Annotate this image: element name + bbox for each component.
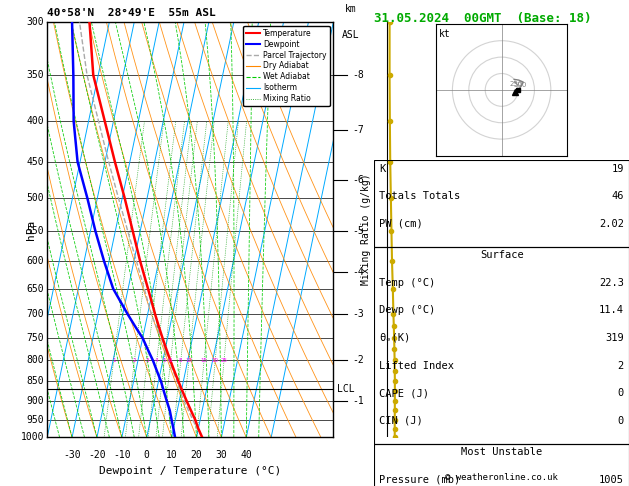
Text: 600: 600 xyxy=(26,256,44,266)
Text: Most Unstable: Most Unstable xyxy=(461,447,542,457)
Text: 0: 0 xyxy=(618,388,624,399)
Text: 1005: 1005 xyxy=(599,475,624,485)
Text: K: K xyxy=(379,164,386,174)
Text: LCL: LCL xyxy=(337,384,355,394)
Text: 500: 500 xyxy=(26,193,44,203)
Bar xyxy=(374,444,629,486)
Bar xyxy=(374,247,629,444)
Text: 750: 750 xyxy=(26,333,44,343)
Text: Temp (°C): Temp (°C) xyxy=(379,278,436,288)
Legend: Temperature, Dewpoint, Parcel Trajectory, Dry Adiabat, Wet Adiabat, Isotherm, Mi: Temperature, Dewpoint, Parcel Trajectory… xyxy=(243,26,330,106)
Text: 2.02: 2.02 xyxy=(599,219,624,229)
Text: CIN (J): CIN (J) xyxy=(379,416,423,426)
Text: Dewp (°C): Dewp (°C) xyxy=(379,305,436,315)
Text: 3: 3 xyxy=(145,358,149,363)
Text: CAPE (J): CAPE (J) xyxy=(379,388,430,399)
Text: θₑ(K): θₑ(K) xyxy=(379,333,411,343)
Text: 319: 319 xyxy=(605,333,624,343)
Text: Totals Totals: Totals Totals xyxy=(379,191,460,201)
Text: 11.4: 11.4 xyxy=(599,305,624,315)
Text: -7: -7 xyxy=(352,125,364,135)
Text: 10: 10 xyxy=(186,358,192,363)
Text: 8: 8 xyxy=(179,358,182,363)
Text: 4: 4 xyxy=(155,358,159,363)
Text: 2: 2 xyxy=(618,361,624,371)
Text: 500: 500 xyxy=(514,82,527,87)
Text: 40: 40 xyxy=(240,450,252,460)
Text: 22.3: 22.3 xyxy=(599,278,624,288)
Text: -30: -30 xyxy=(64,450,81,460)
Text: 5: 5 xyxy=(162,358,166,363)
Text: 46: 46 xyxy=(611,191,624,201)
Text: ASL: ASL xyxy=(342,30,360,40)
Text: km: km xyxy=(345,3,357,14)
Text: 450: 450 xyxy=(26,157,44,167)
Text: -2: -2 xyxy=(352,355,364,365)
Text: 10: 10 xyxy=(165,450,177,460)
Text: 300: 300 xyxy=(26,17,44,27)
Text: 850: 850 xyxy=(26,376,44,386)
Text: Pressure (mb): Pressure (mb) xyxy=(379,475,460,485)
Text: 31.05.2024  00GMT  (Base: 18): 31.05.2024 00GMT (Base: 18) xyxy=(374,12,592,25)
Text: kt: kt xyxy=(439,29,451,39)
Text: 650: 650 xyxy=(26,284,44,294)
Text: 400: 400 xyxy=(26,116,44,126)
Text: Lifted Index: Lifted Index xyxy=(379,361,454,371)
Text: Surface: Surface xyxy=(480,250,523,260)
Text: 2: 2 xyxy=(133,358,136,363)
Text: -8: -8 xyxy=(352,70,364,80)
Text: -3: -3 xyxy=(352,309,364,319)
Text: 0: 0 xyxy=(618,416,624,426)
Text: 350: 350 xyxy=(26,70,44,80)
Text: 25: 25 xyxy=(221,358,228,363)
Text: 1000: 1000 xyxy=(21,433,44,442)
Text: © weatheronline.co.uk: © weatheronline.co.uk xyxy=(445,473,558,482)
Text: 6: 6 xyxy=(169,358,172,363)
Text: 20: 20 xyxy=(191,450,203,460)
Text: -6: -6 xyxy=(352,175,364,186)
Text: hPa: hPa xyxy=(26,220,36,240)
Text: -4: -4 xyxy=(352,267,364,278)
Text: 250: 250 xyxy=(509,81,523,87)
Text: -20: -20 xyxy=(88,450,106,460)
Text: 19: 19 xyxy=(611,164,624,174)
Text: 40°58'N  28°49'E  55m ASL: 40°58'N 28°49'E 55m ASL xyxy=(47,8,216,17)
Text: 800: 800 xyxy=(26,355,44,365)
Text: 950: 950 xyxy=(26,415,44,425)
Text: 900: 900 xyxy=(26,396,44,406)
Text: -1: -1 xyxy=(352,396,364,406)
Text: 700: 700 xyxy=(26,309,44,319)
Text: -10: -10 xyxy=(113,450,131,460)
Text: 30: 30 xyxy=(216,450,227,460)
Text: PW (cm): PW (cm) xyxy=(379,219,423,229)
Bar xyxy=(374,160,629,247)
Text: 1: 1 xyxy=(112,358,116,363)
Text: 0: 0 xyxy=(144,450,150,460)
Text: Mixing Ratio (g/kg): Mixing Ratio (g/kg) xyxy=(361,174,371,285)
Text: -5: -5 xyxy=(352,226,364,236)
Text: 550: 550 xyxy=(26,226,44,236)
Text: 15: 15 xyxy=(201,358,208,363)
Text: 20: 20 xyxy=(212,358,219,363)
Text: Dewpoint / Temperature (°C): Dewpoint / Temperature (°C) xyxy=(99,467,281,476)
